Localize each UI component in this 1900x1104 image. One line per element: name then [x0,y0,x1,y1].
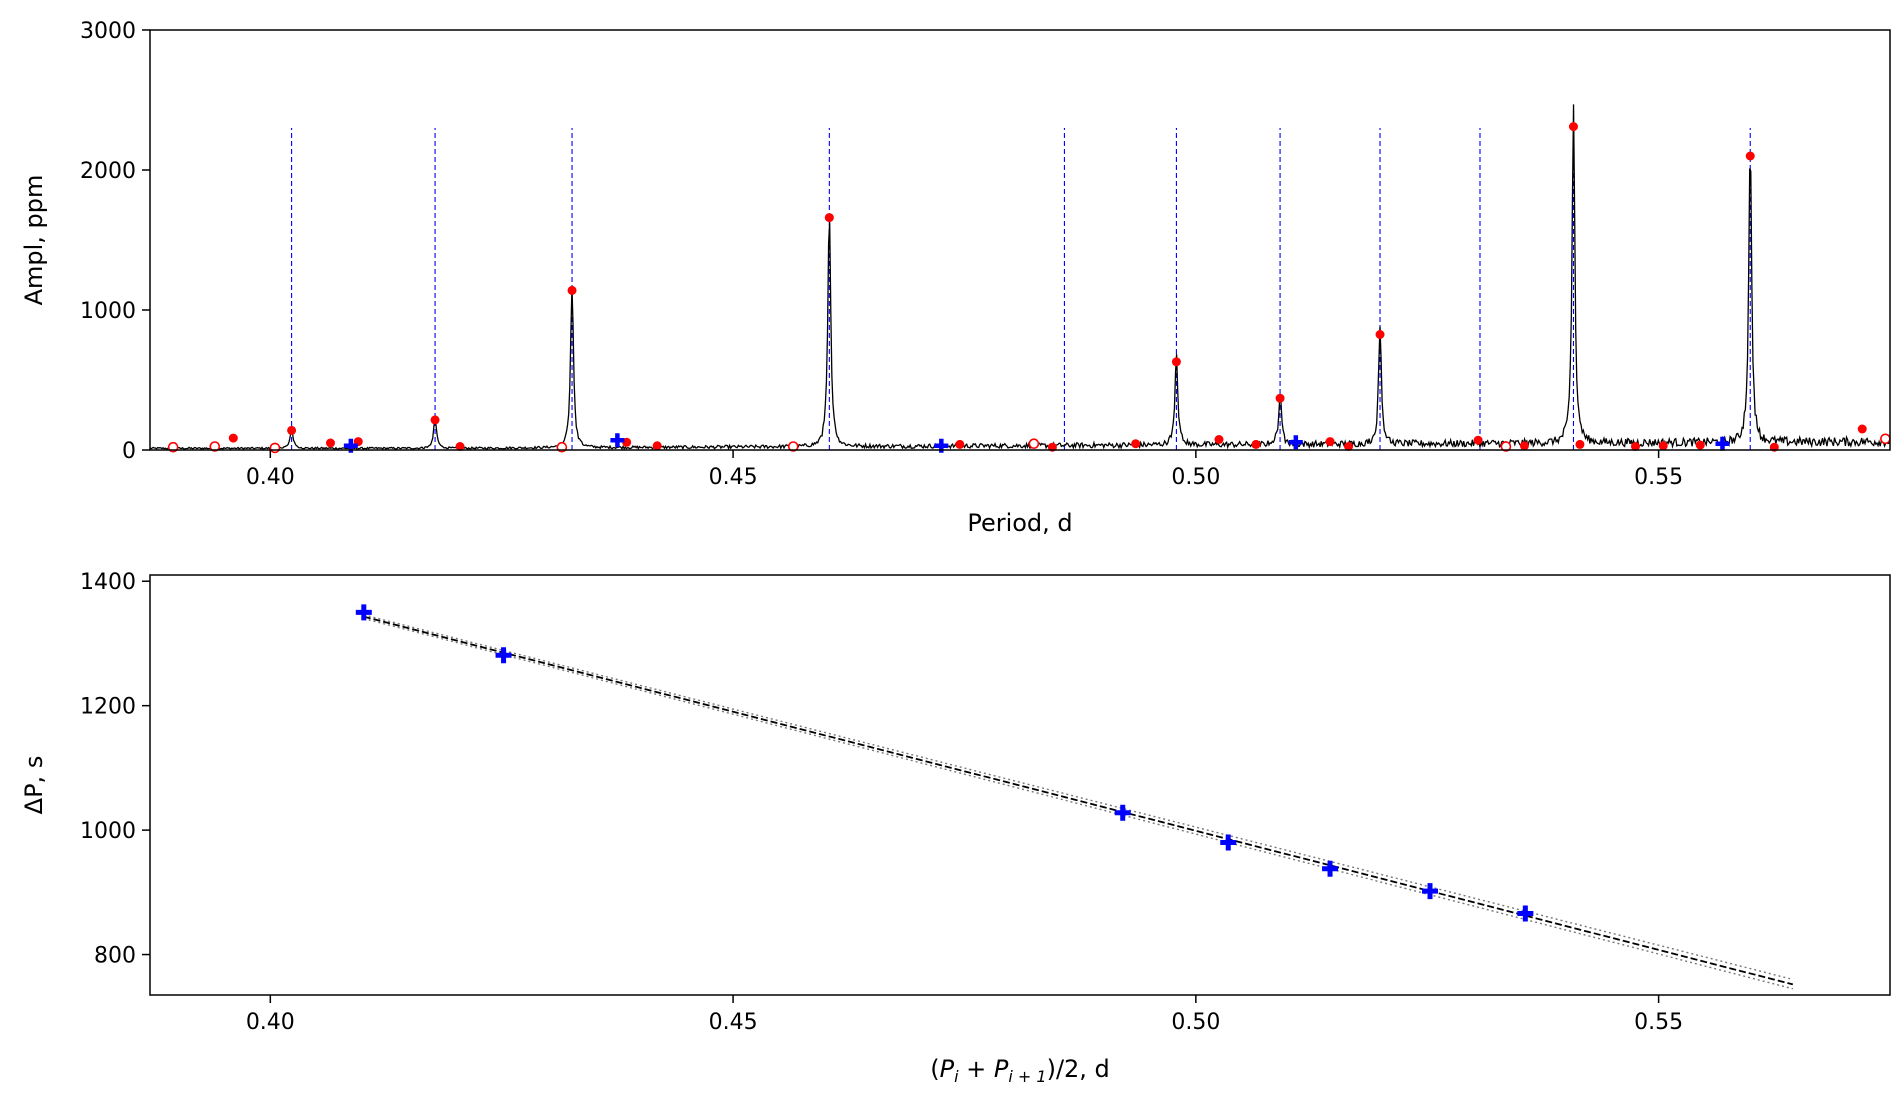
x-tick-label: 0.40 [246,1010,295,1035]
x-tick-label: 0.40 [246,465,295,490]
fit-lower-bound [363,617,1793,990]
p1-marks [167,122,1891,454]
y-tick-label: 1000 [80,299,136,324]
p2-xlabel: (Pi + Pi + 1)/2, d [930,1055,1110,1086]
fit-upper-bound [363,614,1793,981]
p2-yticks: 800 1000 1200 1400 [80,570,150,969]
p2-ylabel: ΔP, s [20,756,48,815]
red-peak-point [622,437,632,447]
period-spacing-point [495,647,512,664]
period-spacing-point [1517,905,1534,922]
red-peak-point [1575,439,1585,449]
y-tick-label: 1200 [80,695,136,720]
x-tick-label: 0.55 [1634,465,1683,490]
red-peak-point [955,439,965,449]
red-peak-point [652,441,662,451]
red-open-point [787,441,799,452]
p1-yticks: 0 1000 2000 3000 [80,19,150,464]
red-peak-point [1375,330,1385,339]
blue-cross-point [610,433,625,448]
red-open-point [1500,441,1512,452]
red-open-point [1880,433,1891,445]
red-peak-point [430,415,440,425]
y-tick-label: 0 [122,439,136,464]
x-tick-label: 0.50 [1171,465,1220,490]
red-peak-point [1325,437,1335,447]
red-peak-point [1658,441,1668,451]
spectrum-line [149,104,1891,451]
red-peak-point [1275,393,1285,403]
period-spacing-panel: 0.40 0.45 0.50 0.55 800 1000 1200 1400 (Pi + P… [20,570,1891,1086]
period-spacing-point [355,604,372,621]
red-peak-point [1745,151,1755,161]
x-tick-label: 0.45 [709,465,758,490]
y-tick-label: 1000 [80,819,136,844]
red-peak-point [824,213,834,223]
blue-cross-point [1715,436,1730,451]
red-peak-point [455,442,465,451]
red-open-point [269,442,281,454]
period-spacing-point [1114,804,1131,821]
red-open-point [209,441,221,452]
red-peak-point [1630,442,1640,451]
red-open-point [1028,438,1040,450]
y-tick-label: 800 [94,944,136,969]
period-spacing-point [1422,883,1439,900]
red-peak-point [1695,440,1705,450]
y-tick-label: 1400 [80,570,136,595]
p2-frame [149,574,1891,996]
red-peak-point [1131,439,1141,449]
x-tick-label: 0.45 [709,1010,758,1035]
p2-xticks: 0.40 0.45 0.50 0.55 [246,995,1683,1035]
spectrum-panel: 0.40 0.45 0.50 0.55 0 1000 2000 3000 Period, d… [20,19,1891,537]
p1-frame [149,29,1891,451]
x-tick-label: 0.55 [1634,1010,1683,1035]
red-peak-point [325,438,335,448]
red-peak-point [1344,442,1354,451]
red-peak-point [1473,435,1483,445]
red-peak-point [1519,441,1529,451]
period-spacing-point [1220,834,1237,851]
period-spacing-point [1322,860,1339,877]
y-tick-label: 2000 [80,159,136,184]
p1-xticks: 0.40 0.45 0.50 0.55 [246,450,1683,490]
red-peak-point [1251,439,1261,449]
red-peak-point [1568,122,1578,132]
fit-line [363,615,1794,986]
p2-fit [363,614,1794,990]
p1-ylabel: Ampl, ppm [20,175,48,306]
y-tick-label: 3000 [80,19,136,44]
red-peak-point [287,425,297,435]
red-peak-point [228,433,238,443]
p1-vlines [291,128,1751,450]
blue-cross-point [1288,435,1303,450]
red-peak-point [1171,357,1181,367]
red-peak-point [1857,424,1867,434]
red-peak-point [567,285,577,295]
x-tick-label: 0.50 [1171,1010,1220,1035]
p1-xlabel: Period, d [967,509,1072,537]
red-peak-point [1214,435,1224,444]
p2-marks [355,604,1534,922]
